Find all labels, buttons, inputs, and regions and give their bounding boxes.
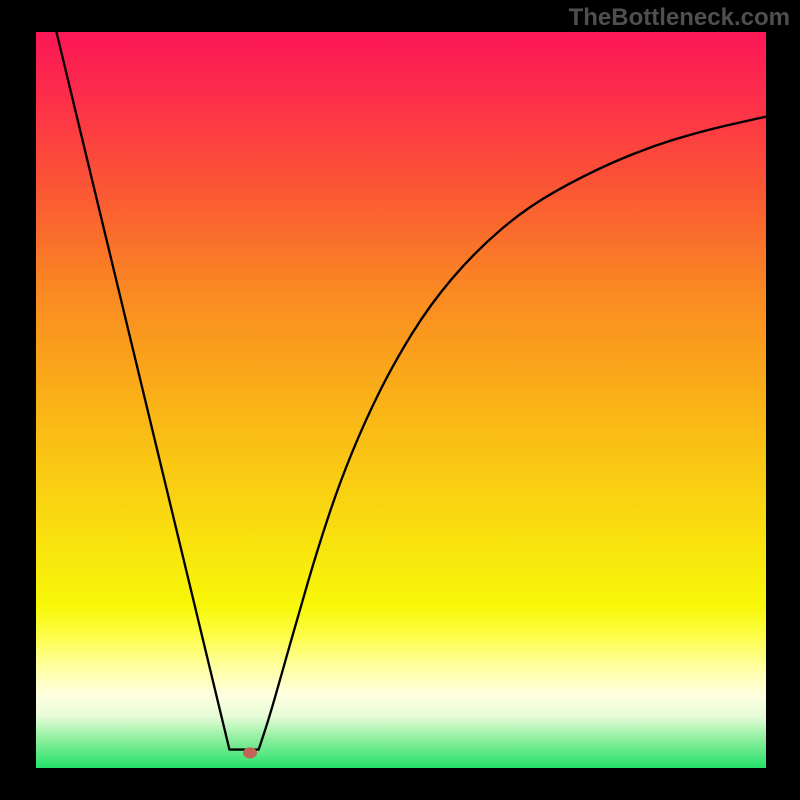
plot-area <box>36 32 766 768</box>
chart-container: TheBottleneck.com <box>0 0 800 800</box>
watermark-text: TheBottleneck.com <box>569 4 790 32</box>
gradient-background <box>36 32 766 768</box>
